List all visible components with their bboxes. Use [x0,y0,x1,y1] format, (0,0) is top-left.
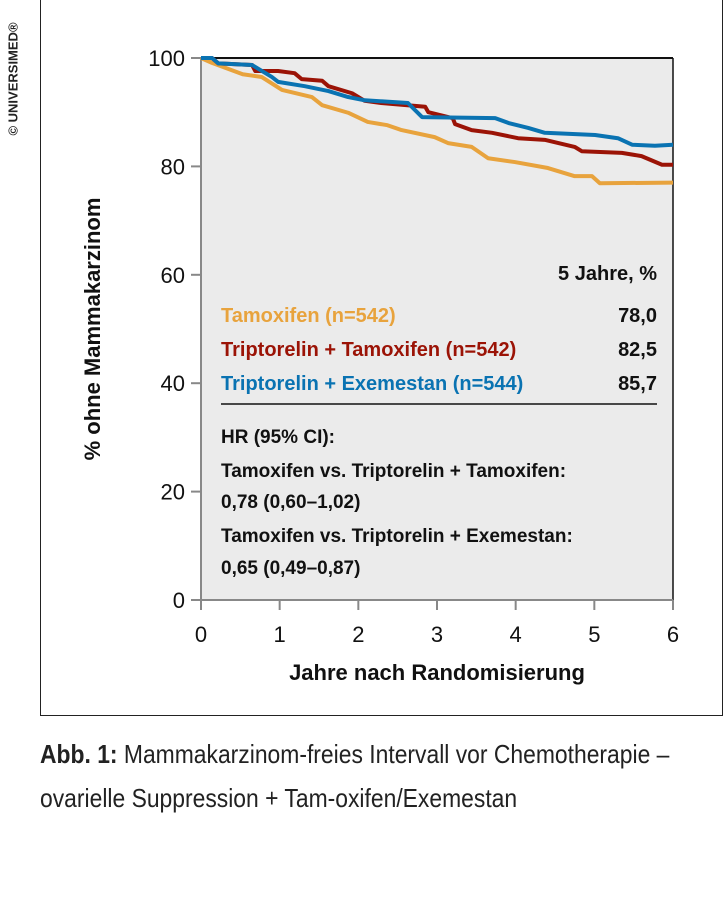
y-tick-label: 20 [161,480,185,505]
figure-frame [40,0,723,716]
x-tick-label: 5 [588,622,600,647]
legend-label-triptorelin-exemestan: Triptorelin + Exemestan (n=544) [221,373,523,395]
plot-background [201,58,673,600]
hr-value-2: 0,65 (0,49–0,87) [221,558,360,579]
legend-value-tamoxifen: 78,0 [618,305,657,327]
legend-value-triptorelin-tamoxifen: 82,5 [618,339,657,361]
series-line-2 [201,56,674,148]
y-tick-label: 100 [148,46,185,71]
x-tick-label: 6 [667,622,679,647]
x-tick-label: 3 [431,622,443,647]
legend-label-tamoxifen: Tamoxifen (n=542) [221,305,396,327]
hr-title: HR (95% CI): [221,427,335,448]
legend-header: 5 Jahre, % [558,263,657,285]
legend-value-triptorelin-exemestan: 85,7 [618,373,657,395]
x-tick-label: 2 [352,622,364,647]
hr-value-1: 0,78 (0,60–1,02) [221,492,360,513]
y-tick-label: 40 [161,371,185,396]
x-tick-label: 1 [274,622,286,647]
y-tick-label: 60 [161,263,185,288]
series-line-0 [200,56,674,186]
figure-caption: Abb. 1: Mammakarzinom-freies Intervall v… [40,732,709,820]
x-tick-label: 4 [510,622,522,647]
caption-text: Mammakarzinom-freies Intervall vor Chemo… [40,739,670,813]
y-tick-label: 80 [161,154,185,179]
x-axis-label: Jahre nach Randomisierung [289,660,585,685]
x-tick-label: 0 [195,622,207,647]
hr-comparison-1: Tamoxifen vs. Triptorelin + Tamoxifen: [221,461,566,482]
legend-label-triptorelin-tamoxifen: Triptorelin + Tamoxifen (n=542) [221,339,516,361]
y-tick-label: 0 [173,588,185,613]
caption-label: Abb. 1: [40,739,118,769]
hr-comparison-2: Tamoxifen vs. Triptorelin + Exemestan: [221,526,573,547]
y-axis-label: % ohne Mammakarzinom [80,198,105,461]
